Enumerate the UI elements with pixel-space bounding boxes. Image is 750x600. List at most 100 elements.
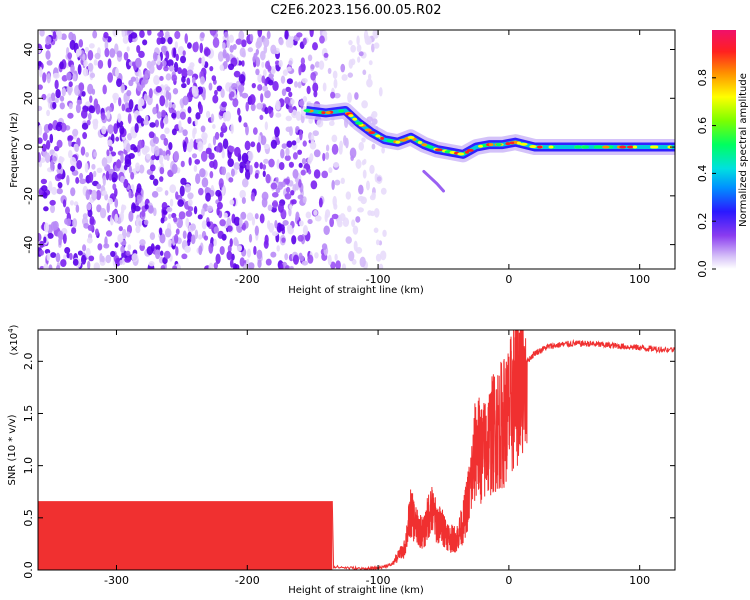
heatmap-cell [298,65,302,76]
heatmap-cell [229,91,235,98]
heatmap-cell [138,98,145,107]
heatmap-cell [109,48,116,58]
heatmap-cell [154,249,161,260]
heatmap-cell [267,105,272,114]
heatmap-cell [115,136,120,142]
heatmap-cell [96,167,103,173]
heatmap-cell [38,84,43,90]
heatmap-cell [113,123,119,135]
heatmap-cell [222,122,226,129]
heatmap-cell [262,37,270,48]
signal-hotspot [632,145,638,149]
heatmap-cell [262,69,267,77]
signal-hotspot [626,145,635,149]
heatmap-cell [43,236,47,244]
heatmap-cell [89,215,95,225]
heatmap-cell [244,169,251,181]
heatmap-cell [104,39,109,50]
heatmap-cell [209,65,214,72]
heatmap-cell [38,124,43,136]
heatmap-cell [71,227,77,235]
heatmap-cell [241,197,246,204]
heatmap-cell [152,51,158,62]
heatmap-cell [89,72,96,79]
heatmap-cell [56,173,63,179]
y-tick-label: 2.0 [22,353,35,371]
heatmap-cell [177,199,185,207]
heatmap-cell [101,125,107,135]
heatmap-cell [263,143,270,150]
heatmap-cell [278,59,283,68]
heatmap-cell [69,156,77,166]
heatmap-cell [47,232,54,239]
heatmap-cell [347,72,354,78]
heatmap-cell [340,177,345,185]
heatmap-cell [307,168,312,175]
heatmap-cell [223,31,229,38]
heatmap-cell [310,180,318,190]
heatmap-cell [201,132,208,140]
heatmap-cell [126,143,131,153]
heatmap-cell [227,245,232,253]
heatmap-cell [312,130,319,137]
heatmap-cell [186,69,194,76]
heatmap-cell [239,161,246,169]
heatmap-cell [339,140,343,151]
heatmap-cell [291,140,297,146]
heatmap-cell [313,209,318,216]
heatmap-cell [206,205,213,212]
heatmap-cell [267,65,272,72]
heatmap-cell [191,85,196,94]
heatmap-cell [270,65,276,75]
heatmap-cell [373,227,379,233]
heatmap-cell [373,208,380,218]
snr-y-label: SNR (10 * v/v) [7,414,18,485]
heatmap-cell [172,103,176,109]
heatmap-cell [264,121,268,131]
heatmap-cell [57,181,63,189]
heatmap-cell [49,199,56,206]
heatmap-cell [148,261,155,267]
heatmap-cell [246,248,252,258]
heatmap-cell [171,163,178,175]
heatmap-cell [297,81,302,89]
heatmap-cell [259,50,266,61]
heatmap-cell [265,258,272,266]
signal-hotspot [619,145,627,149]
heatmap-cell [120,245,125,254]
heatmap-cell [323,225,330,236]
heatmap-cell [58,236,62,246]
heatmap-cell [39,30,45,37]
heatmap-cell [46,109,51,117]
heatmap-cell [105,106,112,113]
heatmap-cell [123,92,128,104]
heatmap-cell [208,242,214,254]
heatmap-cell [141,210,146,217]
colorbar-tick-label: 0.2 [696,212,709,230]
heatmap-cell [247,47,254,53]
heatmap-cell [96,183,102,190]
heatmap-cell [319,35,325,44]
heatmap-cell [205,110,211,119]
heatmap-cell [134,123,139,133]
heatmap-cell [299,255,305,262]
heatmap-cell [191,153,198,159]
heatmap-cell [307,54,313,62]
heatmap-cell [333,203,338,210]
heatmap-cell [229,258,234,268]
heatmap-cell [198,234,203,240]
x-tick-label: 0 [505,273,512,286]
heatmap-cell [353,240,358,252]
heatmap-cell [235,38,243,45]
heatmap-cell [51,186,58,195]
signal-hotspot [464,150,470,154]
snr-y-scale-prefix: (x10 [9,333,20,356]
heatmap-cell [87,224,94,231]
heatmap-cell [340,63,346,73]
heatmap-cell [169,198,174,207]
heatmap-cell [57,30,63,40]
heatmap-cell [67,135,74,141]
heatmap-cell [43,206,49,212]
heatmap-cell [72,218,78,228]
heatmap-cell [143,145,150,153]
